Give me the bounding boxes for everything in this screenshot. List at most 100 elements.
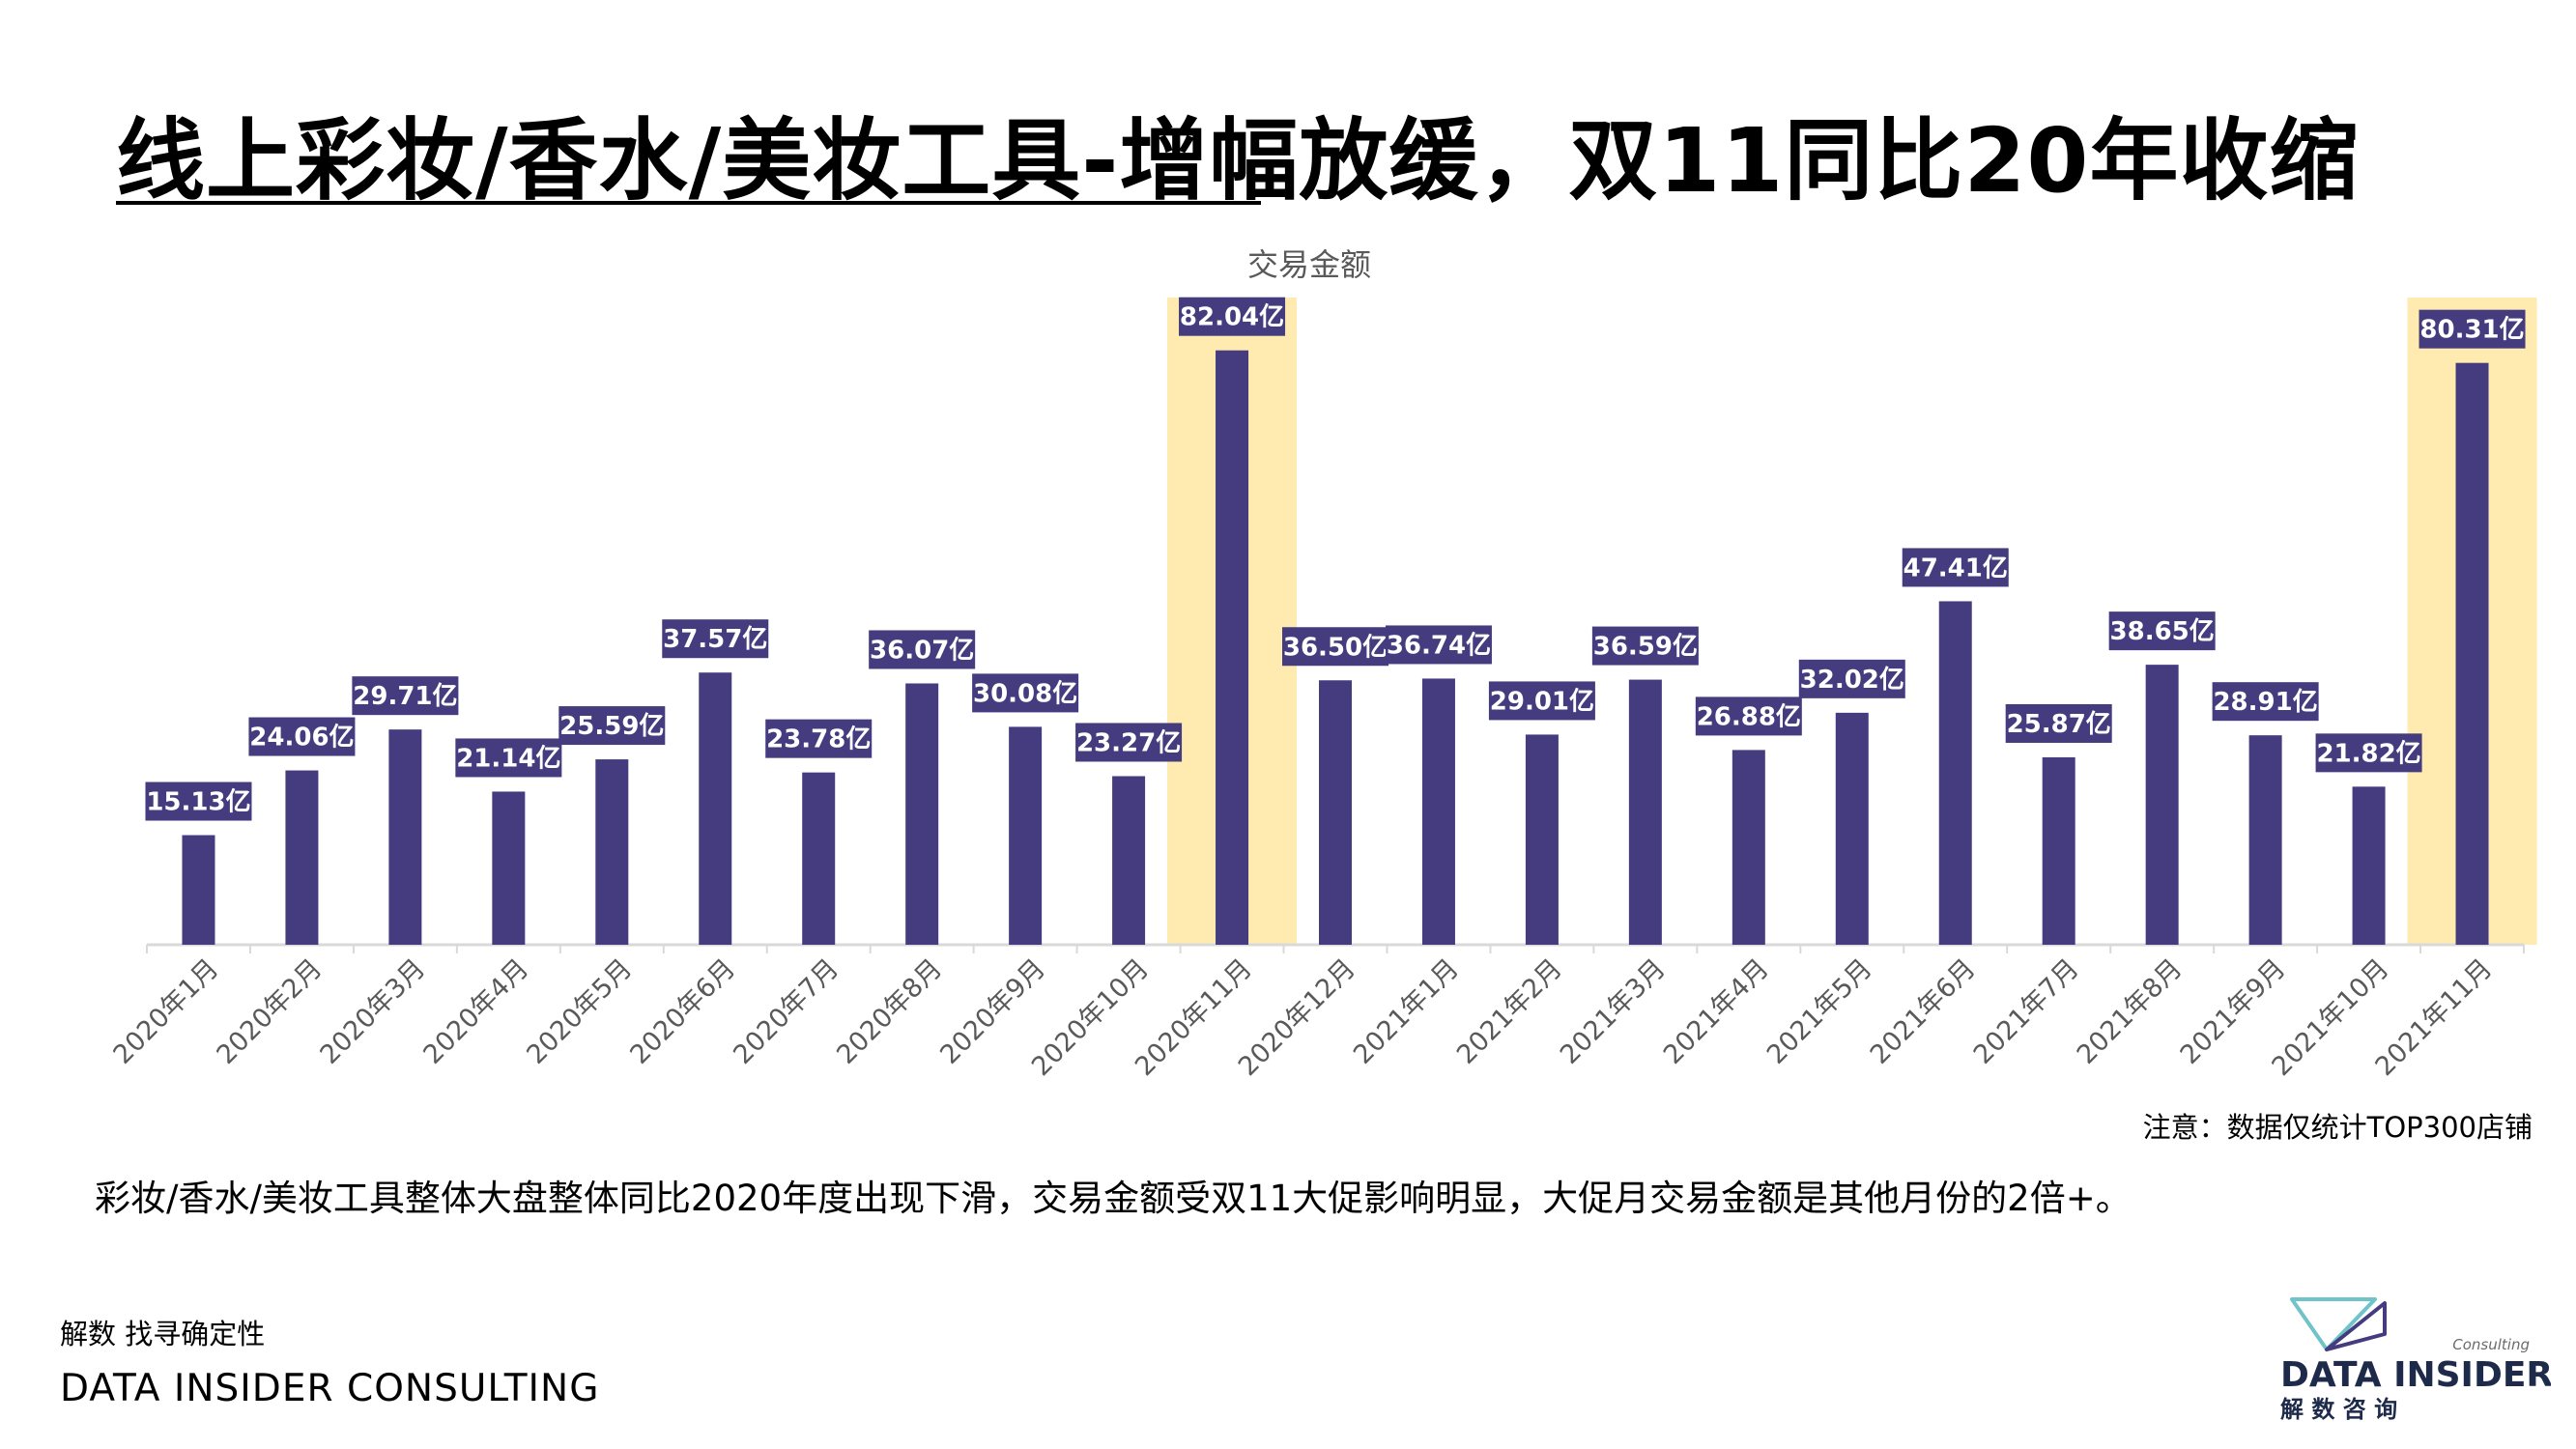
x-axis-ticks (146, 945, 2525, 953)
data-label: 24.06亿 (248, 717, 356, 756)
data-label: 82.04亿 (1179, 297, 1286, 336)
data-label: 30.08亿 (972, 673, 1079, 713)
bar (905, 683, 939, 945)
data-label-text: 29.71亿 (353, 682, 457, 711)
data-label: 28.91亿 (2212, 682, 2319, 722)
footnote: 注意：数据仅统计TOP300店铺 (2142, 1111, 2533, 1144)
bar (1216, 350, 1249, 945)
bar (802, 772, 836, 945)
x-tick-label: 2020年6月 (624, 953, 741, 1070)
logo-mark-icon (2290, 1297, 2377, 1351)
data-label: 36.74亿 (1385, 625, 1492, 665)
x-tick-label: 2021年6月 (1865, 953, 1982, 1070)
x-tick-label: 2020年7月 (728, 953, 844, 1070)
data-label-text: 36.50亿 (1283, 633, 1388, 662)
logo-consulting-text: Consulting (2452, 1336, 2530, 1353)
data-label-text: 28.91亿 (2213, 688, 2317, 717)
bar (2042, 756, 2075, 945)
bar (285, 770, 319, 945)
bar (595, 759, 629, 945)
data-label-text: 38.65亿 (2110, 617, 2215, 646)
data-label-text: 26.88亿 (1697, 702, 1801, 731)
page-title: 线上彩妆/香水/美妆工具-增幅放缓，双11同比20年收缩 (116, 109, 2360, 213)
x-tick-label: 2021年1月 (1348, 953, 1465, 1070)
bar (2248, 735, 2282, 945)
data-label: 26.88亿 (1695, 696, 1802, 736)
chart-title: 交易金额 (1247, 246, 1371, 283)
data-label-text: 23.78亿 (766, 725, 871, 754)
data-label: 36.07亿 (869, 630, 976, 669)
bar-chart: 交易金额 15.13亿 24.06亿 29.71亿 21.14亿 25.59亿 37.57… (108, 246, 2537, 1082)
title-underline (116, 201, 1261, 205)
data-label-text: 30.08亿 (973, 679, 1077, 708)
x-tick-label: 2020年2月 (212, 953, 329, 1070)
data-label-text: 15.13亿 (146, 788, 250, 817)
data-label: 47.41亿 (1902, 548, 2009, 587)
data-label-text: 80.31亿 (2419, 316, 2524, 345)
footer-company: DATA INSIDER CONSULTING (60, 1367, 600, 1410)
data-label-text: 21.14亿 (456, 744, 560, 773)
data-label-text: 32.02亿 (1800, 666, 1904, 695)
bar (388, 729, 422, 945)
data-label-text: 47.41亿 (1903, 554, 2008, 582)
data-label: 37.57亿 (662, 619, 769, 659)
bar (1732, 750, 1765, 945)
bar (2352, 786, 2386, 945)
data-label: 21.14亿 (455, 738, 562, 778)
data-label-text: 25.59亿 (559, 712, 664, 741)
bar (1835, 712, 1869, 945)
x-tick-label: 2021年7月 (1968, 953, 2085, 1070)
bar (1319, 680, 1352, 945)
data-label: 21.82亿 (2315, 733, 2422, 773)
bar (699, 672, 732, 945)
bar (2455, 362, 2489, 945)
x-tick-label: 2020年1月 (108, 953, 225, 1070)
data-label-text: 29.01亿 (1490, 687, 1594, 716)
x-tick-labels: 2020年1月2020年2月2020年3月2020年4月2020年5月2020年… (108, 953, 2499, 1082)
bar (1938, 601, 1972, 945)
data-label: 23.27亿 (1075, 723, 1183, 762)
bar (1112, 776, 1146, 945)
data-label: 32.02亿 (1798, 659, 1905, 698)
bar (1009, 726, 1043, 945)
x-tick-label: 2020年5月 (521, 953, 638, 1070)
x-tick-label: 2020年4月 (417, 953, 534, 1070)
logo-brand-name: DATA INSIDER (2280, 1355, 2551, 1395)
footer-slogan: 解数 找寻确定性 (60, 1318, 266, 1350)
summary-text: 彩妆/香水/美妆工具整体大盘整体同比2020年度出现下滑，交易金额受双11大促影… (95, 1178, 2132, 1219)
data-label: 38.65亿 (2108, 611, 2216, 651)
data-label: 25.59亿 (558, 706, 666, 746)
bar (492, 791, 526, 945)
x-tick-label: 2021年3月 (1555, 953, 1672, 1070)
data-label: 36.59亿 (1591, 626, 1699, 666)
x-tick-label: 2021年2月 (1451, 953, 1568, 1070)
data-label: 29.71亿 (352, 676, 459, 716)
data-label-text: 24.06亿 (249, 724, 354, 753)
bar (1628, 679, 1662, 945)
data-label-text: 36.74亿 (1387, 631, 1491, 660)
data-label-text: 82.04亿 (1180, 303, 1284, 332)
data-label-text: 25.87亿 (2007, 710, 2111, 739)
data-insider-logo: Consulting DATA INSIDER 解 数 咨 询 (2280, 1297, 2551, 1423)
logo-brand-cn: 解 数 咨 询 (2280, 1396, 2397, 1423)
data-label-text: 23.27亿 (1076, 728, 1181, 757)
data-label-text: 21.82亿 (2316, 739, 2420, 768)
data-label: 23.78亿 (765, 719, 873, 758)
data-label: 15.13亿 (145, 781, 252, 821)
data-label-text: 36.59亿 (1593, 633, 1698, 662)
x-tick-label: 2020年8月 (831, 953, 948, 1070)
data-label-text: 37.57亿 (663, 625, 767, 654)
data-label-text: 36.07亿 (870, 636, 974, 665)
data-label: 29.01亿 (1488, 681, 1595, 721)
x-tick-label: 2021年4月 (1658, 953, 1775, 1070)
bar (2145, 665, 2179, 945)
data-label: 36.50亿 (1282, 627, 1388, 667)
data-label: 25.87亿 (2005, 703, 2112, 743)
x-tick-label: 2020年3月 (314, 953, 431, 1070)
x-tick-label: 2021年5月 (1761, 953, 1878, 1070)
bar (182, 835, 215, 945)
bars (182, 350, 2489, 945)
bar (1421, 678, 1455, 945)
data-label: 80.31亿 (2419, 309, 2526, 349)
x-tick-label: 2021年8月 (2072, 953, 2189, 1070)
